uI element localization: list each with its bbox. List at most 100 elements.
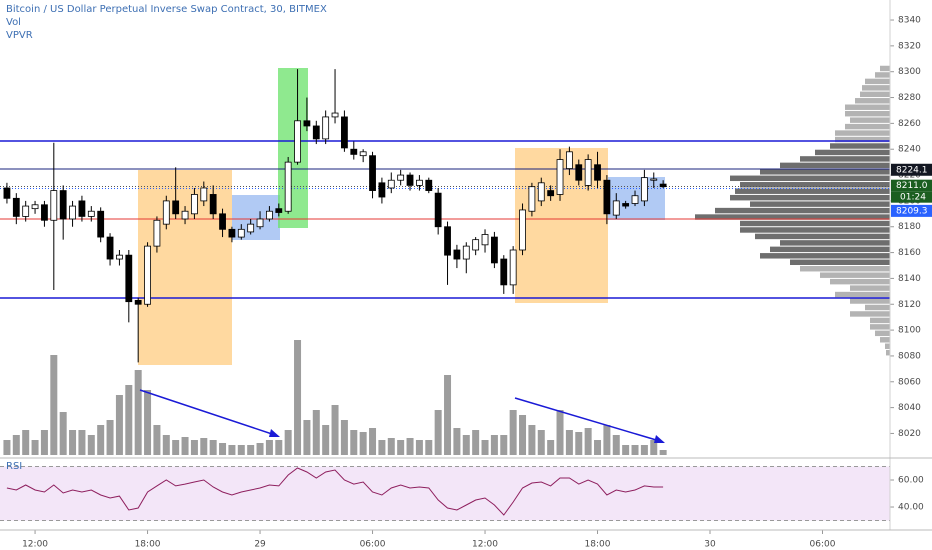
data-layer (3, 69, 667, 516)
volume-bar (425, 440, 433, 455)
vpvr-bar (850, 298, 890, 304)
price-tags: 8224.1 8211.0 01:24 8209.3 (891, 163, 932, 217)
volume-bar (453, 428, 461, 455)
candle-body (144, 245, 151, 305)
countdown-tag (891, 191, 932, 203)
vpvr-bar (875, 330, 890, 337)
candle-body (191, 194, 198, 215)
candle-body (116, 254, 123, 260)
volume-bar (490, 435, 498, 455)
candle-body (350, 148, 358, 155)
volume-bar (500, 435, 508, 455)
candle-body (444, 226, 451, 256)
candle-body (247, 223, 255, 233)
vpvr-bar (740, 220, 890, 227)
vpvr-bar (770, 246, 890, 253)
candle-body (237, 228, 245, 238)
candle-body (200, 187, 208, 202)
volume-bar (481, 440, 489, 455)
arrow-head (269, 429, 280, 437)
vpvr-bar (870, 324, 890, 330)
candle-body (481, 234, 489, 246)
vpvr-bar (740, 227, 890, 233)
vpvr-bar (880, 65, 890, 72)
candle-body (500, 258, 508, 286)
vpvr-bar (780, 240, 890, 246)
y-tick-label: 8100 (898, 326, 921, 336)
volume-bar (69, 430, 77, 455)
vpvr-bar (845, 104, 890, 110)
candle-body (640, 177, 648, 202)
volume-bar (603, 425, 611, 455)
x-tick-label: 30 (704, 540, 716, 550)
candle-body (397, 174, 405, 181)
vpvr-bar (835, 291, 890, 298)
x-tick-label: 18:00 (135, 540, 161, 550)
trend-arrow (514, 397, 664, 443)
candle-body (622, 203, 630, 207)
vpvr-bar (860, 91, 890, 98)
volume-bar (115, 395, 123, 455)
candle-body (153, 219, 161, 247)
vpvr-bar (695, 214, 890, 220)
candle-body (303, 120, 311, 127)
y-tick-label: 60.00 (898, 476, 924, 486)
candle-body (509, 249, 517, 286)
candle-body (294, 120, 301, 163)
volume-bar (219, 443, 227, 455)
candle-body (547, 190, 555, 197)
volume-bar (3, 440, 11, 455)
y-tick-label: 8240 (898, 145, 921, 155)
volume-bar (640, 445, 648, 455)
candle-body (312, 125, 320, 140)
volume-bar (97, 425, 105, 455)
x-tick-label: 06:00 (810, 540, 836, 550)
volume-bar (547, 440, 555, 455)
vpvr-bar (830, 143, 890, 149)
volume-bar (350, 430, 358, 455)
candle-body (331, 112, 339, 118)
candle-body (584, 159, 592, 186)
candle-body (434, 192, 442, 228)
candle-body (266, 210, 273, 220)
candle-body (31, 204, 39, 210)
volume-bar (153, 425, 161, 455)
candle-body (537, 182, 545, 202)
candle-body (12, 197, 20, 217)
candle-body (491, 236, 498, 264)
volume-bar (659, 450, 667, 455)
candle-body (575, 164, 583, 181)
vpvr-bar (865, 78, 890, 85)
vpvr-bar (730, 194, 890, 201)
volume-bar (519, 415, 527, 455)
candle-body (341, 116, 348, 149)
y-tick-label: 8120 (898, 300, 921, 310)
volume-bar (556, 410, 564, 455)
volume-bar (565, 430, 573, 455)
price-tag (891, 204, 932, 217)
price-tag-label: 8224.1 (896, 165, 928, 175)
x-tick-label: 06:00 (360, 540, 386, 550)
volume-bar (584, 428, 592, 455)
candle-body (219, 213, 226, 230)
volume-bar (387, 438, 395, 455)
volume-bar (434, 410, 442, 455)
candle-body (472, 239, 480, 251)
rsi-line (6, 467, 664, 516)
volume-bar (406, 438, 414, 455)
price-tag (891, 163, 932, 176)
candle-body (322, 116, 330, 140)
volume-bar (612, 435, 620, 455)
volume-bar (200, 438, 208, 455)
volume-bar (172, 440, 180, 455)
volume-bar (397, 440, 405, 455)
price-tag (891, 179, 932, 192)
price-tag-label: 8209.3 (896, 206, 928, 216)
vpvr-bar (800, 265, 890, 272)
green-box (278, 68, 308, 228)
candle-body (416, 179, 423, 186)
candle-body (453, 249, 461, 260)
candle-body (181, 210, 189, 220)
vpvr-bar (790, 259, 890, 265)
vpvr-bar (862, 85, 890, 91)
